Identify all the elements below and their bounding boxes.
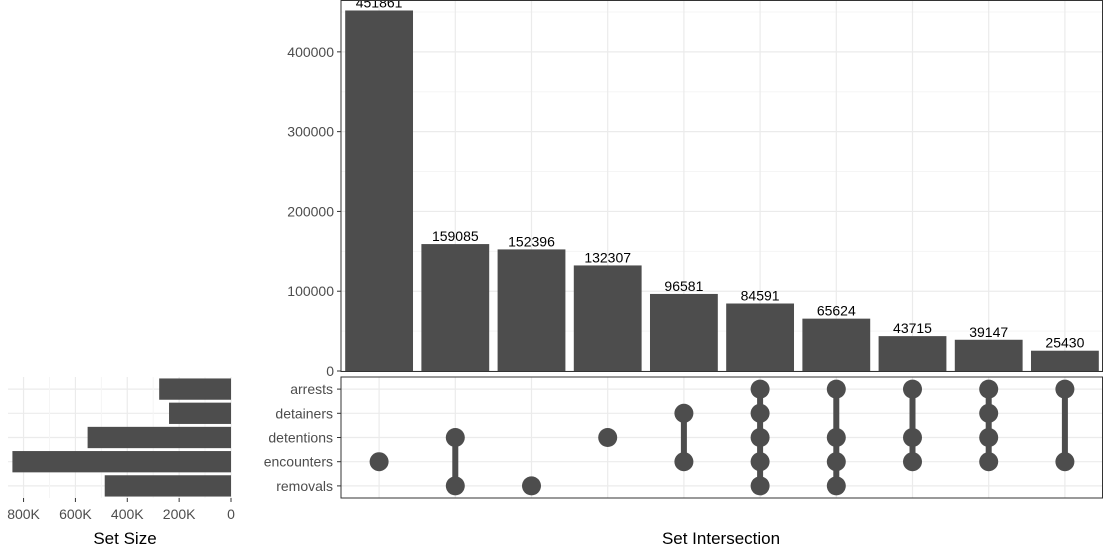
set-size-bar (169, 402, 231, 424)
membership-dot (750, 403, 770, 423)
intersection-bar (802, 318, 871, 371)
bar-value-label: 152396 (508, 233, 555, 249)
membership-dot (979, 452, 999, 472)
membership-dot (522, 476, 541, 496)
membership-dot (1055, 379, 1075, 399)
set-name-label: detentions (268, 430, 333, 446)
bar-value-label: 43715 (893, 320, 932, 336)
intersection-bar (954, 339, 1023, 371)
intersection-bar (726, 303, 795, 371)
intersection-bar (878, 336, 947, 371)
set-size-tick-label: 600K (59, 506, 92, 522)
intersection-bars: 451861 159085 152396 132307 96581 84591 65624 4… (345, 0, 1099, 372)
bar-value-label: 132307 (584, 249, 631, 265)
bar-value-label: 25430 (1045, 335, 1084, 351)
y-tick-label: 400000 (287, 44, 334, 60)
membership-dot (903, 452, 922, 472)
y-tick-label: 200000 (287, 203, 334, 219)
set-size-tick-label: 0 (227, 506, 235, 522)
set-name-label: arrests (290, 381, 333, 397)
bar-value-label: 39147 (969, 324, 1008, 340)
membership-dot (903, 379, 922, 399)
intersection-bar (649, 293, 718, 371)
bar-value-label: 159085 (432, 228, 479, 244)
intersection-bar (1030, 350, 1099, 371)
set-size-bar (12, 451, 231, 473)
membership-dot (979, 428, 999, 447)
membership-dot (369, 452, 389, 472)
membership-dot (750, 452, 770, 472)
membership-dot (674, 403, 694, 423)
membership-dot (903, 428, 922, 447)
membership-dot (750, 428, 770, 447)
bar-value-label: 65624 (817, 303, 856, 319)
set-size-axis-title: Set Size (93, 529, 156, 548)
intersection-bar (345, 10, 414, 372)
intersection-matrix (369, 379, 1075, 496)
membership-dot (445, 476, 465, 496)
set-name-label: detainers (275, 405, 333, 421)
set-size-bar (104, 475, 231, 497)
y-tick-label: 100000 (287, 283, 334, 299)
membership-dot (1055, 452, 1075, 472)
membership-dot (979, 379, 999, 399)
axis-labels: 0 100000 200000 300000 400000 arrests detainer… (7, 44, 341, 522)
membership-dot (826, 452, 846, 472)
intersection-bar (497, 249, 566, 371)
membership-dot (979, 403, 999, 423)
bar-value-label: 84591 (741, 288, 780, 304)
set-name-label: removals (276, 478, 333, 494)
membership-dot (750, 379, 770, 399)
set-size-bar (87, 426, 232, 449)
y-tick-label: 0 (326, 363, 334, 379)
membership-dot (826, 476, 846, 496)
membership-dot (826, 379, 846, 399)
set-size-bars (12, 378, 232, 497)
membership-dot (598, 428, 618, 447)
x-axis-title: Set Intersection (662, 529, 780, 548)
y-tick-label: 300000 (287, 124, 334, 140)
bar-value-label: 96581 (664, 278, 703, 294)
set-size-tick-label: 800K (7, 506, 40, 522)
membership-dot (445, 428, 465, 447)
bar-value-label: 451861 (356, 0, 403, 10)
set-size-tick-label: 400K (111, 506, 144, 522)
set-size-tick-label: 200K (163, 506, 196, 522)
membership-dot (674, 452, 694, 472)
set-name-label: encounters (264, 454, 333, 470)
membership-dot (750, 476, 770, 496)
intersection-bar (421, 244, 490, 371)
set-size-bar (159, 378, 231, 400)
intersection-bar (573, 265, 642, 371)
membership-dot (826, 428, 846, 447)
